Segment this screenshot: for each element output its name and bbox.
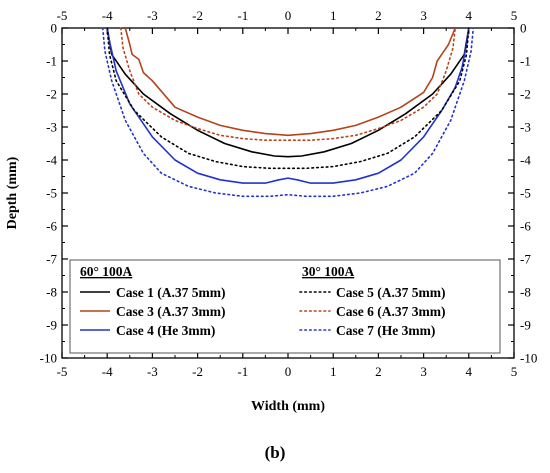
y-tick-label: -7: [46, 252, 57, 267]
x-tick-label-top: 1: [330, 8, 337, 23]
x-tick-label: 3: [420, 364, 427, 379]
y-tick-label: -4: [46, 153, 57, 168]
y-tick-label: -5: [46, 186, 57, 201]
series-layer: [101, 27, 475, 198]
x-tick-label-top: -3: [147, 8, 158, 23]
legend-label-5: Case 6 (A.37 3mm): [336, 304, 445, 319]
y-tick-label-right: 0: [520, 21, 527, 36]
y-tick-label: 0: [51, 21, 58, 36]
y-tick-label: -1: [46, 54, 57, 69]
y-tick-label: -10: [40, 351, 57, 366]
x-tick-label-top: 4: [466, 8, 473, 23]
x-tick-label-top: 5: [511, 8, 518, 23]
series-line-6: [101, 27, 475, 198]
x-tick-label: 0: [285, 364, 292, 379]
y-tick-label-right: -6: [520, 219, 531, 234]
y-tick-label: -3: [46, 120, 57, 135]
series-line-5: [120, 27, 457, 141]
x-tick-label: -5: [57, 364, 68, 379]
legend-label-6: Case 7 (He 3mm): [336, 323, 435, 338]
x-tick-label: -1: [237, 364, 248, 379]
y-tick-label-right: -8: [520, 285, 531, 300]
x-tick-label-top: -5: [57, 8, 68, 23]
legend-group-title-30: 30° 100A: [302, 264, 355, 279]
x-tick-label: -4: [102, 364, 113, 379]
x-tick-label: -3: [147, 364, 158, 379]
y-tick-label: -2: [46, 87, 57, 102]
y-tick-label-right: -7: [520, 252, 531, 267]
legend-label-4: Case 5 (A.37 5mm): [336, 285, 445, 300]
series-line-2: [124, 27, 456, 137]
x-tick-label: 2: [375, 364, 382, 379]
x-tick-label-top: -4: [102, 8, 113, 23]
y-tick-label-right: -5: [520, 186, 531, 201]
legend-entries: Case 1 (A.37 5mm) Case 3 (A.37 3mm) Case 4…: [80, 285, 445, 338]
y-tick-label: -8: [46, 285, 57, 300]
y-tick-label-right: -4: [520, 153, 531, 168]
x-tick-label: -2: [192, 364, 203, 379]
legend-label-2: Case 3 (A.37 3mm): [116, 304, 225, 319]
x-tick-label-top: 0: [285, 8, 292, 23]
x-tick-label-top: 2: [375, 8, 382, 23]
legend-group-title-60: 60° 100A: [80, 264, 133, 279]
x-tick-label: 4: [466, 364, 473, 379]
x-tick-label-top: 3: [420, 8, 427, 23]
x-tick-label: 5: [511, 364, 518, 379]
series-line-4: [106, 27, 470, 170]
legend-label-1: Case 1 (A.37 5mm): [116, 285, 225, 300]
y-tick-label-right: -1: [520, 54, 531, 69]
y-tick-label-right: -2: [520, 87, 531, 102]
x-tick-label: 1: [330, 364, 337, 379]
y-tick-label-right: -9: [520, 318, 531, 333]
y-axis-title: Depth (mm): [5, 156, 20, 229]
y-tick-label: -6: [46, 219, 57, 234]
y-tick-label-right: -3: [520, 120, 531, 135]
legend-label-3: Case 4 (He 3mm): [116, 323, 215, 338]
y-tick-label: -9: [46, 318, 57, 333]
panel-label: (b): [265, 443, 286, 462]
series-line-1: [106, 27, 470, 158]
series-line-3: [106, 27, 470, 184]
x-tick-label-top: -2: [192, 8, 203, 23]
legend-box: [69, 259, 501, 354]
y-tick-label-right: -10: [520, 351, 537, 366]
x-tick-label-top: -1: [237, 8, 248, 23]
x-axis-title: Width (mm): [251, 399, 325, 414]
